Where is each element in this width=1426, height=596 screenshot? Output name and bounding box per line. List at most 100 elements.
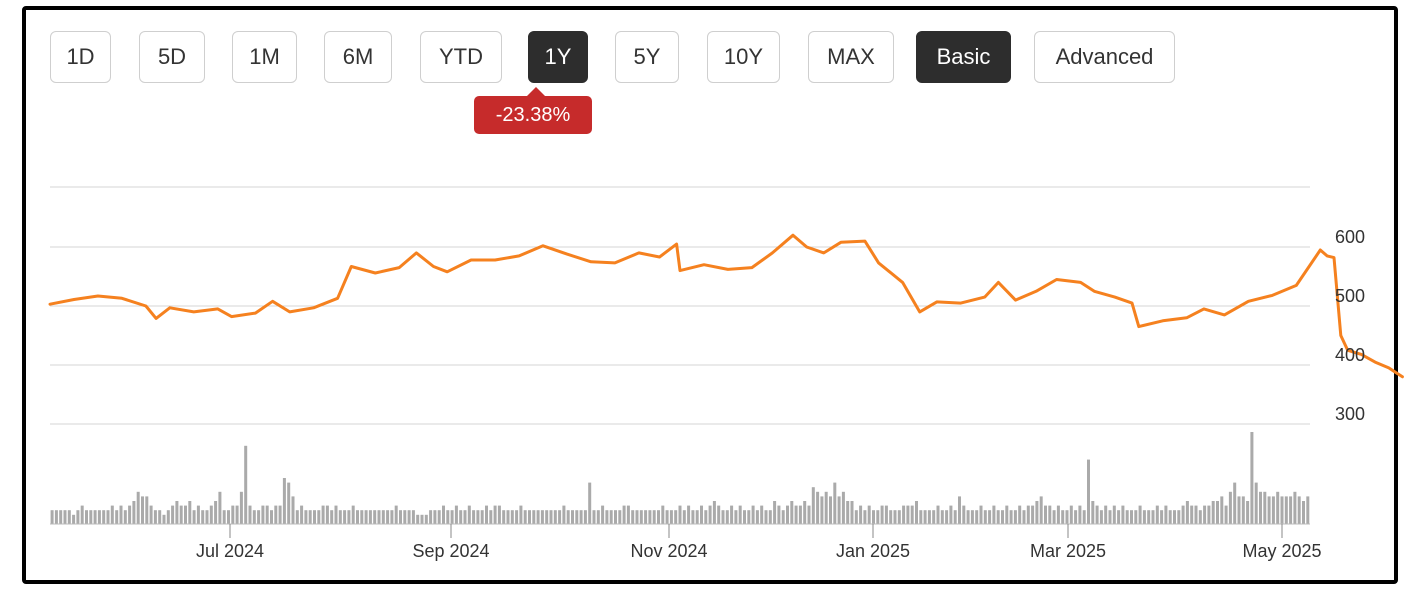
volume-bar	[411, 510, 415, 524]
volume-bar	[884, 505, 888, 524]
volume-bar	[158, 510, 162, 524]
volume-bar	[1104, 505, 1108, 524]
volume-bar	[231, 505, 235, 524]
volume-bar	[626, 505, 630, 524]
volume-bar	[1044, 505, 1047, 524]
volume-bar	[291, 496, 295, 524]
volume-bar	[1220, 496, 1224, 524]
volume-bar	[837, 496, 841, 524]
y-tick-500: 500	[1335, 286, 1365, 306]
volume-bar	[798, 505, 802, 524]
volume-bar	[657, 510, 660, 524]
volume-bar	[1005, 505, 1009, 524]
volume-bar	[67, 510, 71, 524]
volume-bar	[343, 510, 347, 524]
volume-bar	[317, 510, 321, 524]
y-tick-600: 600	[1335, 227, 1365, 247]
volume-bar	[235, 505, 239, 524]
x-tick-0: Jul 2024	[196, 541, 264, 561]
volume-bars	[50, 432, 1310, 524]
volume-bar	[1078, 505, 1082, 524]
volume-bar	[386, 510, 390, 524]
volume-bar	[399, 510, 402, 524]
volume-bar	[777, 505, 781, 524]
x-tick-1: Sep 2024	[412, 541, 489, 561]
volume-bar	[678, 505, 682, 524]
volume-bar	[472, 510, 476, 524]
x-tick-2: Nov 2024	[630, 541, 707, 561]
range-button-6m[interactable]: 6M	[324, 31, 392, 83]
volume-bar	[1233, 482, 1237, 524]
volume-bar	[1194, 505, 1198, 524]
range-button-ytd[interactable]: YTD	[420, 31, 502, 83]
volume-bar	[110, 505, 114, 524]
volume-bar	[467, 505, 471, 524]
volume-bar	[295, 510, 299, 524]
volume-bar	[102, 510, 106, 524]
volume-bar	[489, 510, 493, 524]
volume-bar	[1181, 505, 1185, 524]
volume-bar	[1198, 510, 1202, 524]
volume-bar	[579, 510, 583, 524]
volume-bar	[282, 478, 286, 524]
volume-bar	[184, 505, 187, 524]
range-button-basic[interactable]: Basic	[916, 31, 1011, 83]
volume-bar	[338, 510, 342, 524]
range-button-1m[interactable]: 1M	[232, 31, 297, 83]
volume-bar	[403, 510, 407, 524]
volume-bar	[502, 510, 506, 524]
volume-bar	[975, 510, 979, 524]
volume-bar	[1031, 505, 1035, 524]
volume-bar	[790, 501, 794, 524]
volume-bar	[712, 501, 716, 524]
grid-lines	[50, 186, 1310, 425]
volume-bar	[304, 510, 308, 524]
volume-bar	[704, 510, 708, 524]
volume-bar	[145, 496, 149, 524]
volume-bar	[1125, 510, 1129, 524]
volume-bar	[175, 501, 179, 524]
volume-bar	[360, 510, 364, 524]
volume-bar	[214, 501, 218, 524]
volume-bar	[816, 491, 820, 524]
volume-bar	[992, 505, 996, 524]
volume-bar	[1074, 510, 1078, 524]
range-button-5y[interactable]: 5Y	[615, 31, 679, 83]
volume-bar	[682, 510, 686, 524]
volume-bar	[863, 510, 867, 524]
volume-bar	[351, 505, 355, 524]
range-button-advanced[interactable]: Advanced	[1034, 31, 1175, 83]
range-button-1y[interactable]: 1Y	[528, 31, 588, 83]
volume-bar	[1069, 505, 1073, 524]
volume-bar	[416, 514, 420, 524]
volume-bar	[1173, 510, 1176, 524]
volume-bar	[192, 510, 196, 524]
volume-bar	[50, 510, 54, 524]
volume-bar	[485, 505, 488, 524]
range-button-10y[interactable]: 10Y	[707, 31, 780, 83]
range-button-5d[interactable]: 5D	[139, 31, 205, 83]
volume-bar	[149, 505, 153, 524]
volume-bar	[940, 510, 944, 524]
volume-bar	[549, 510, 553, 524]
volume-bar	[433, 510, 437, 524]
volume-bar	[665, 510, 669, 524]
volume-bar	[446, 510, 450, 524]
volume-bar	[867, 505, 871, 524]
volume-bar	[764, 510, 768, 524]
range-button-1d[interactable]: 1D	[50, 31, 111, 83]
volume-bar	[356, 510, 359, 524]
volume-bar	[1056, 505, 1060, 524]
volume-bar	[1228, 491, 1232, 524]
volume-bar	[760, 505, 764, 524]
volume-bar	[575, 510, 579, 524]
range-button-max[interactable]: MAX	[808, 31, 894, 83]
volume-bar	[1168, 510, 1172, 524]
y-tick-400: 400	[1335, 345, 1365, 365]
volume-bar	[1039, 496, 1043, 524]
volume-bar	[1052, 510, 1056, 524]
volume-bar	[1306, 496, 1310, 524]
volume-bar	[394, 505, 398, 524]
volume-bar	[669, 510, 673, 524]
volume-bar	[454, 505, 458, 524]
